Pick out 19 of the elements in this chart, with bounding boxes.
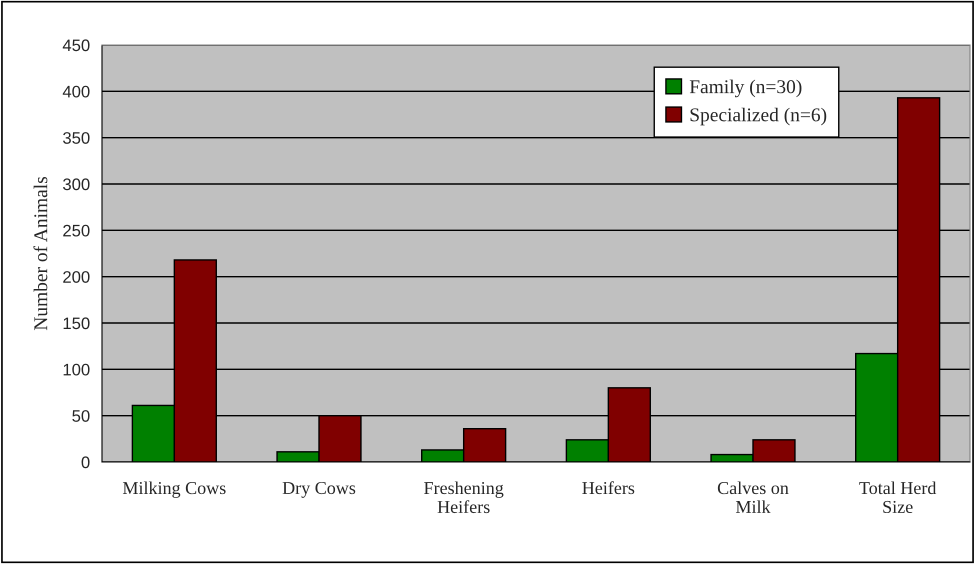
x-tick-label: Total Herd Size <box>859 481 936 514</box>
x-tick-label: Heifers <box>582 481 634 494</box>
y-tick-label: 400 <box>62 86 90 98</box>
y-tick-label: 450 <box>62 39 90 52</box>
legend-label: Family (n=30) <box>690 80 802 98</box>
x-tick-label: Milking Cows <box>122 481 226 498</box>
y-tick-label: 300 <box>63 178 90 190</box>
x-tick-label: Dry Cows <box>282 482 356 498</box>
y-tick-label: 100 <box>64 364 90 376</box>
y-tick-label: 250 <box>63 224 90 237</box>
y-axis-title: Number of Animals <box>33 176 48 330</box>
y-tick-label: 350 <box>63 132 90 144</box>
y-tick-label: 0 <box>82 456 90 468</box>
legend-label: Specialized (n=6) <box>690 108 826 126</box>
y-tick-label: 50 <box>72 410 90 422</box>
x-tick-label: Freshening Heifers <box>424 481 504 514</box>
y-tick-label: 200 <box>63 271 90 283</box>
x-tick-label: Calves on Milk <box>718 481 789 513</box>
y-tick-label: 150 <box>64 317 90 330</box>
